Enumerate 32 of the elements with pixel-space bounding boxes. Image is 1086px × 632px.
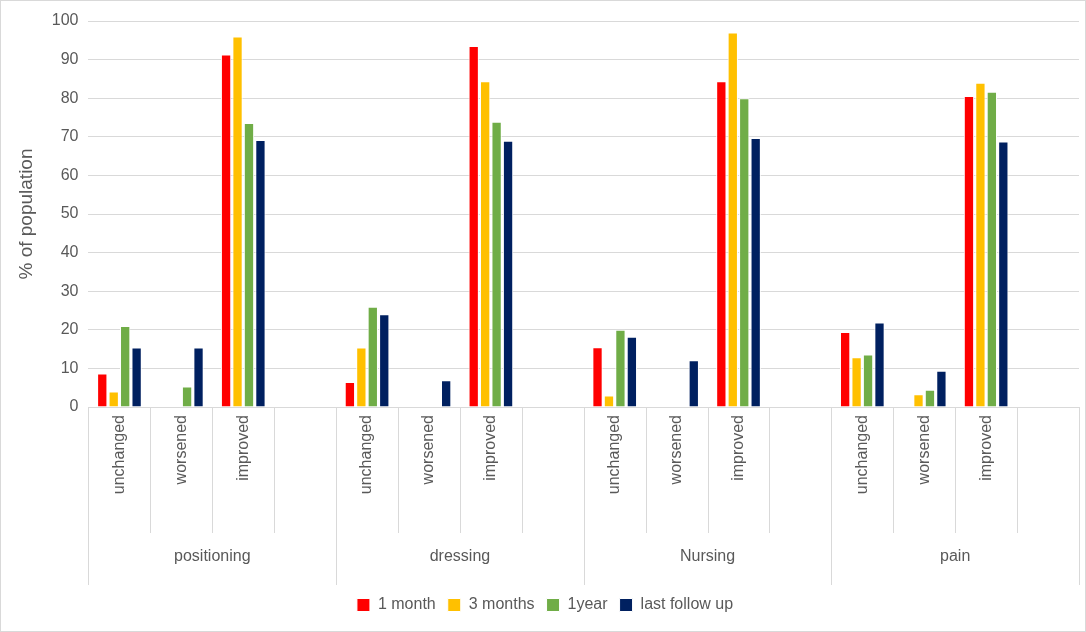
legend-label: 1year	[567, 595, 609, 613]
y-tick-label: 30	[60, 281, 79, 299]
y-axis-title: % of population	[14, 148, 36, 280]
y-tick-label: 80	[60, 88, 79, 106]
x-tick-label: worsened	[667, 415, 685, 486]
text: pain	[940, 547, 971, 565]
y-tick-label: 10	[60, 358, 79, 376]
x-tick-label: unchanged	[109, 415, 127, 495]
y-tick-label: 60	[60, 165, 79, 183]
y-tick-label: 20	[60, 320, 79, 338]
legend-label: 1 month	[377, 595, 436, 613]
text: dressing	[429, 547, 491, 565]
x-tick-label: worsened	[419, 415, 437, 486]
y-tick-label: 50	[60, 204, 79, 222]
text: Nursing	[679, 547, 736, 565]
x-tick-label: unchanged	[357, 415, 375, 495]
y-tick-label: 0	[69, 397, 79, 415]
legend-label: last follow up	[640, 595, 734, 613]
text: positioning	[174, 547, 251, 565]
y-tick-label: 70	[60, 127, 79, 145]
x-tick-label: improved	[481, 415, 499, 481]
y-tick-label: 90	[60, 50, 79, 68]
x-tick-label: improved	[976, 415, 994, 481]
x-tick-label: worsened	[914, 415, 932, 486]
x-tick-label: improved	[728, 415, 746, 481]
x-tick-label: improved	[233, 415, 251, 481]
legend-label: 3 months	[468, 595, 535, 613]
x-tick-label: worsened	[171, 415, 189, 486]
x-tick-label: unchanged	[605, 415, 623, 495]
y-tick-label: 40	[60, 243, 79, 261]
y-tick-label: 100	[51, 11, 79, 29]
x-tick-label: unchanged	[852, 415, 870, 495]
